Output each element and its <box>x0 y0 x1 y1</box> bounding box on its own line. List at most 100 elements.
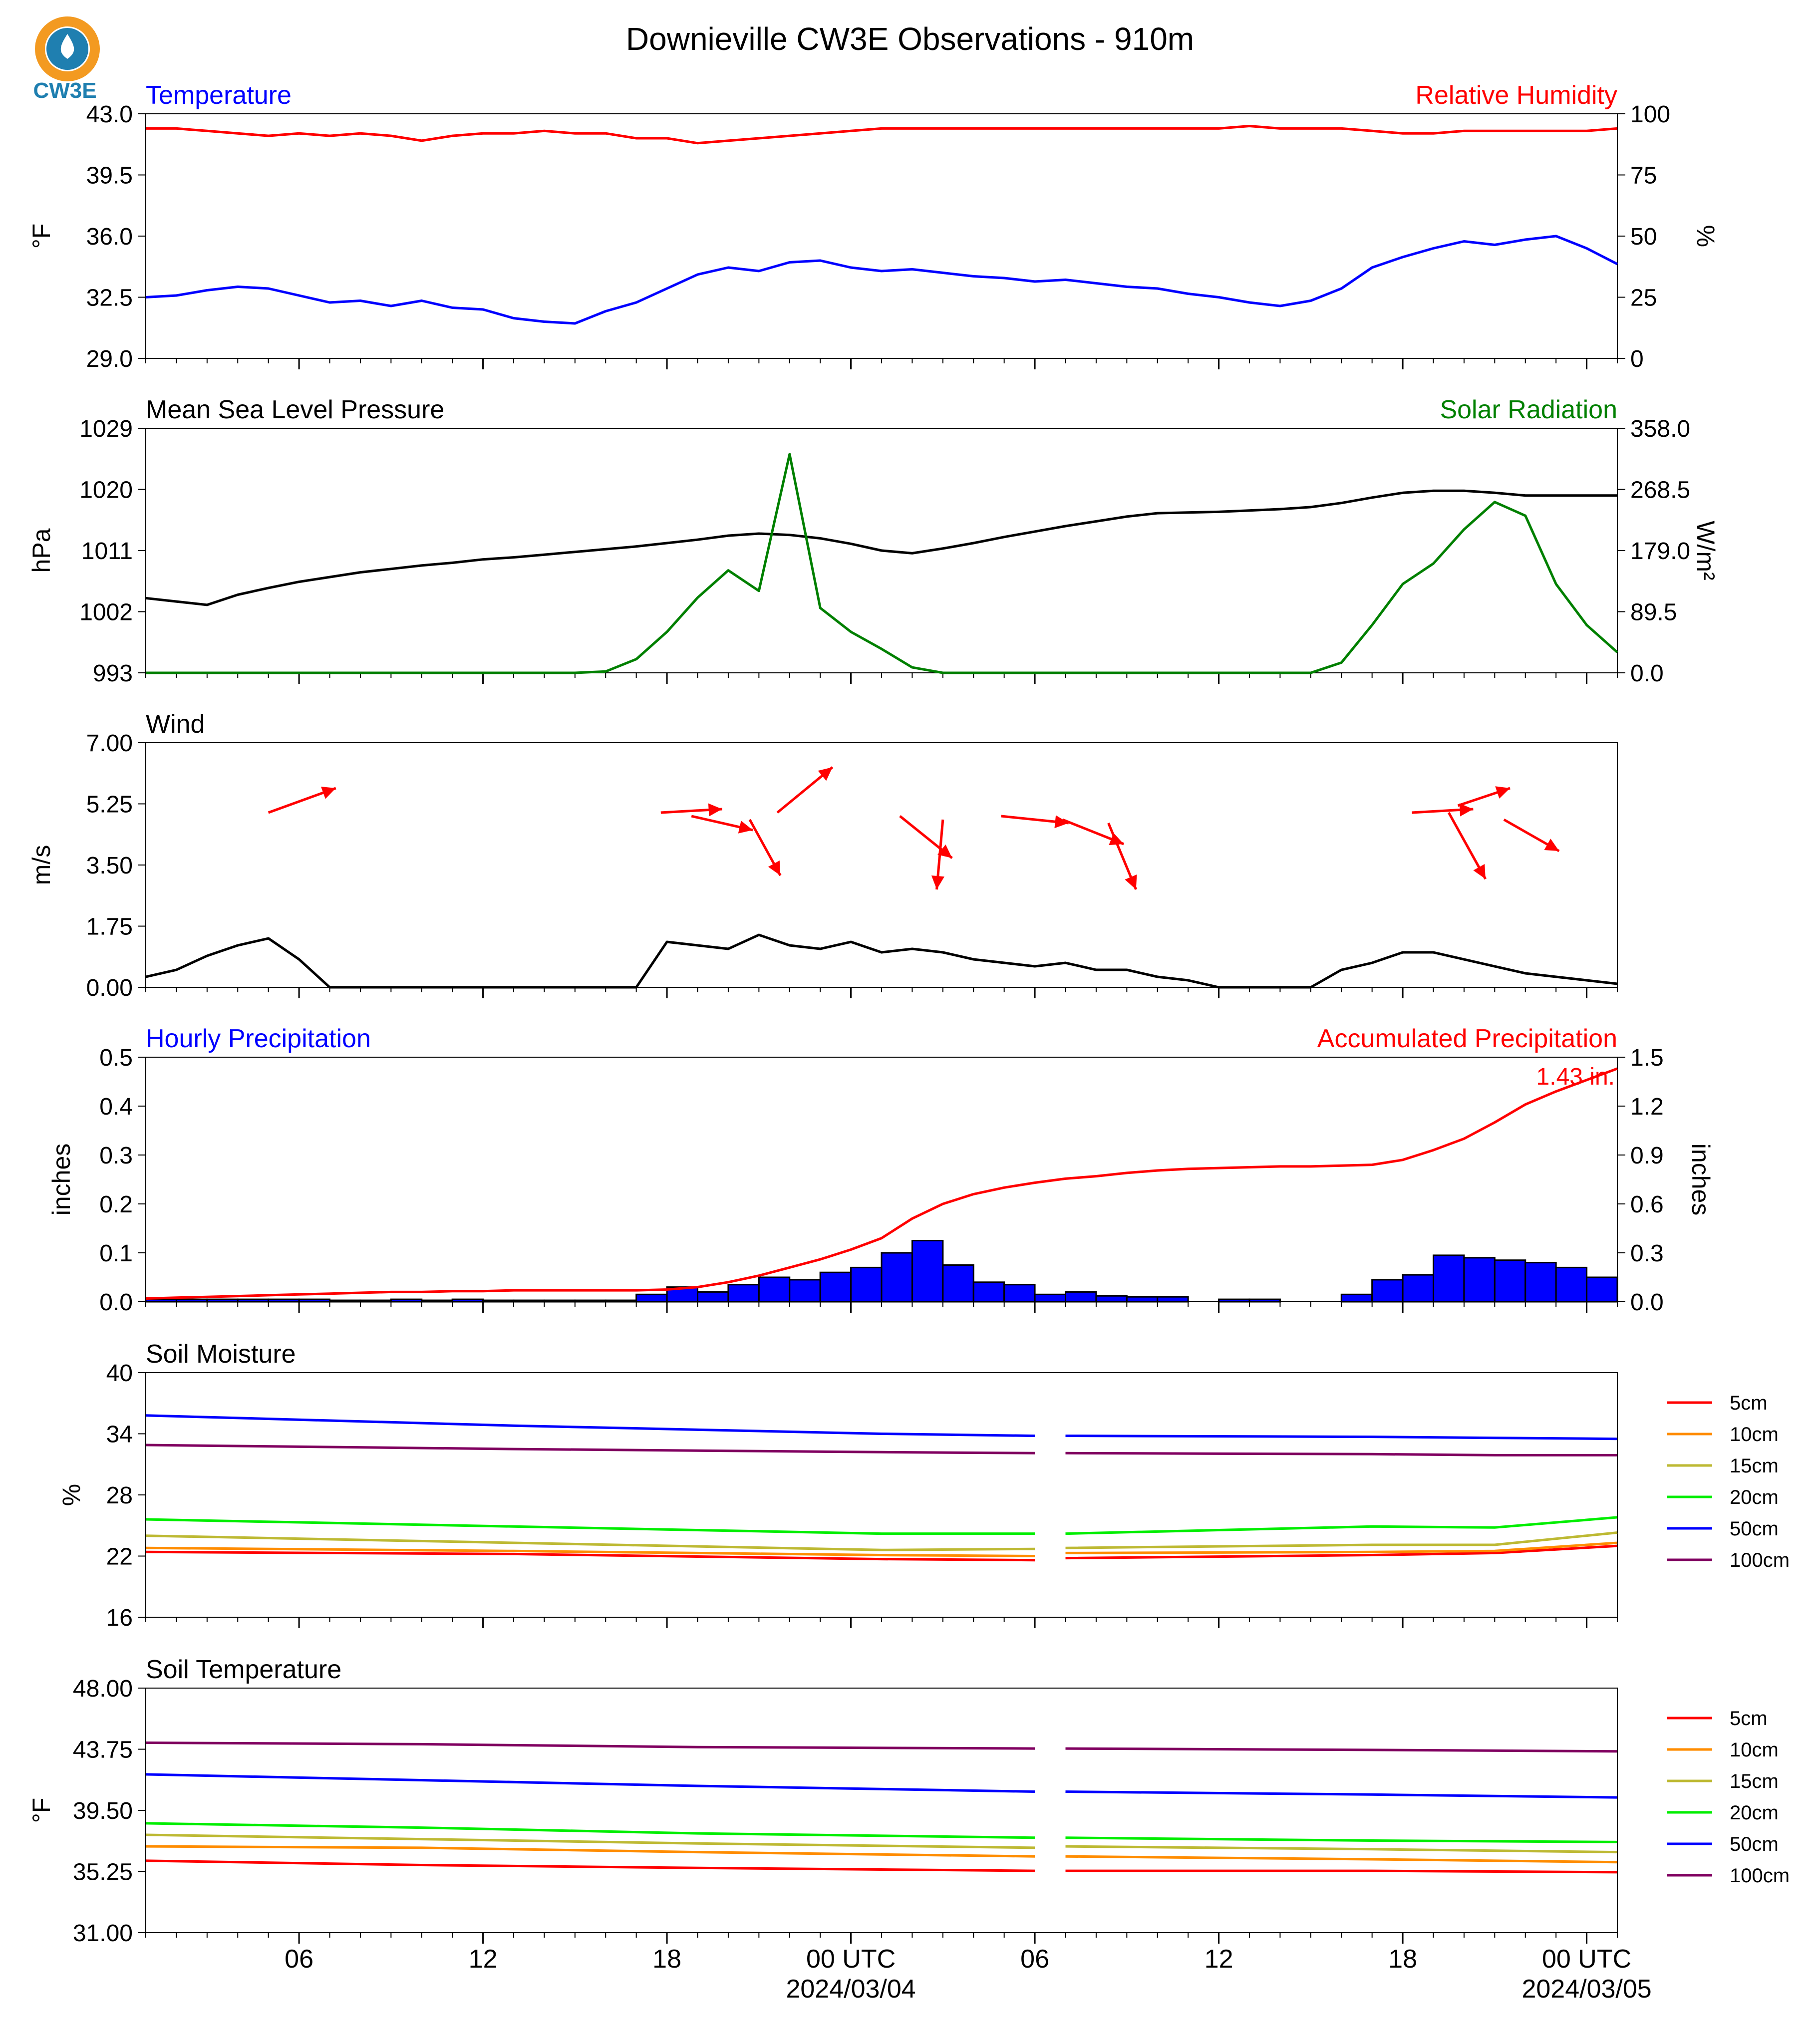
series-line-50cm <box>1065 1790 1618 1799</box>
series-line-wind <box>145 933 1618 989</box>
series-line-20cm <box>1065 1516 1618 1535</box>
panel-title-left: Soil Moisture <box>146 1340 296 1369</box>
precip-bar <box>175 1298 208 1303</box>
x-tick-label: 06 <box>1020 1945 1049 1974</box>
precip-bar <box>1586 1276 1618 1303</box>
y-tick-label-left: 40 <box>106 1360 133 1387</box>
y-tick-label-left: 1002 <box>79 599 133 626</box>
precip-bar <box>543 1299 576 1303</box>
y-tick-label-right: 1.2 <box>1630 1094 1664 1120</box>
precip-bar <box>881 1252 913 1303</box>
x-tick-label: 00 UTC <box>1542 1945 1631 1974</box>
series-line-temperature <box>145 235 1618 325</box>
y-tick-label-left: 36.0 <box>86 224 133 250</box>
series-line-15cm <box>1065 1531 1618 1549</box>
panel-frame <box>145 1688 1618 1933</box>
y-tick-label-right: 0 <box>1630 346 1644 372</box>
y-tick-label-left: 31.00 <box>73 1920 133 1947</box>
y-tick-label-left: 35.25 <box>73 1859 133 1886</box>
precip-bar <box>605 1299 637 1303</box>
y-tick-label-left: 28 <box>106 1482 133 1509</box>
precip-bar <box>513 1299 545 1303</box>
panel-2: Mean Sea Level Pressure Solar Radiation 10… <box>27 395 1720 687</box>
panel-6: Soil Temperature 48.00 43.75 39.50 35.25 31.0… <box>27 1655 1790 1947</box>
y-tick-label-right: 0.9 <box>1630 1143 1664 1169</box>
y-tick-label-left: 39.5 <box>86 163 133 189</box>
y-tick-label-right: 75 <box>1630 163 1657 189</box>
y-tick-label-right: 25 <box>1630 285 1657 311</box>
y-axis-label-left: % <box>57 1484 85 1506</box>
wind-arrow-head <box>1544 839 1559 851</box>
legend-label: 50cm <box>1730 1518 1779 1540</box>
y-tick-label-left: 1020 <box>79 477 133 504</box>
precip-bar <box>237 1298 270 1303</box>
precip-bar <box>697 1291 729 1303</box>
series-line-100cm <box>145 1444 1035 1454</box>
precip-bar <box>1371 1279 1404 1303</box>
y-tick-label-right: 0.3 <box>1630 1240 1664 1267</box>
precip-bar <box>359 1299 392 1303</box>
y-axis-label-right: % <box>1692 225 1720 247</box>
precip-bar <box>329 1299 361 1303</box>
y-axis-label-left: °F <box>27 224 55 249</box>
x-tick-label: 06 <box>285 1945 313 1974</box>
precip-bar <box>1248 1298 1281 1303</box>
panel-1: Temperature Relative Humidity 43.0 39.5 36.0… <box>27 81 1720 372</box>
panel-title-left: Hourly Precipitation <box>146 1024 371 1053</box>
legend-label: 15cm <box>1730 1455 1779 1477</box>
series-line-mean-sea-level-pressure <box>145 489 1617 606</box>
y-axis-label-left: inches <box>47 1144 75 1216</box>
series-line-50cm <box>145 1414 1035 1438</box>
precip-bar <box>390 1298 423 1303</box>
y-tick-label-right: 0.0 <box>1630 660 1664 687</box>
precip-bar <box>268 1298 300 1303</box>
y-tick-label-left: 43.0 <box>86 101 133 128</box>
precip-bar <box>1126 1296 1159 1303</box>
precip-bar <box>1157 1296 1189 1303</box>
y-tick-label-right: 358.0 <box>1630 416 1690 442</box>
precip-bar <box>1034 1293 1066 1303</box>
precip-bar <box>145 1298 177 1303</box>
legend-label: 20cm <box>1730 1486 1779 1508</box>
x-date-label: 2024/03/05 <box>1521 1975 1651 2004</box>
y-tick-label-right: 268.5 <box>1630 477 1690 504</box>
x-tick-label: 12 <box>1205 1945 1233 1974</box>
precip-bar <box>911 1240 944 1303</box>
wind-arrow-head <box>1459 803 1474 817</box>
panel-3: Wind 7.00 5.25 3.50 1.75 0.00 m/s <box>27 710 1618 1001</box>
y-tick-label-left: 0.2 <box>99 1191 133 1218</box>
legend-label: 15cm <box>1730 1770 1779 1792</box>
figure-title: Downieville CW3E Observations - 910m <box>626 21 1194 57</box>
legend-label: 10cm <box>1730 1739 1779 1761</box>
precip-bar <box>298 1298 330 1303</box>
legend-label: 10cm <box>1730 1424 1779 1446</box>
y-tick-label-right: 50 <box>1630 224 1657 250</box>
panel-frame <box>145 1372 1618 1618</box>
y-tick-label-left: 5.25 <box>86 792 133 818</box>
series-line-5cm <box>145 1550 1035 1562</box>
wind-arrow-head <box>320 786 336 799</box>
wind-arrow-head <box>1054 815 1069 829</box>
y-tick-label-left: 1011 <box>81 538 133 565</box>
y-tick-label-left: 1.75 <box>86 914 133 940</box>
x-date-label: 2024/03/04 <box>786 1975 915 2004</box>
precip-bar <box>1463 1257 1496 1303</box>
panel-title-left: Mean Sea Level Pressure <box>146 395 444 424</box>
panels: Temperature Relative Humidity 43.0 39.5 36.0… <box>27 81 1790 1947</box>
panel-title-right: Solar Radiation <box>1440 395 1617 424</box>
precip-bar <box>758 1276 791 1303</box>
precip-bar <box>1555 1266 1588 1303</box>
wind-arrow-head <box>1473 864 1486 879</box>
accumulation-annotation: 1.43 in. <box>1536 1064 1615 1090</box>
y-tick-label-left: 993 <box>93 660 133 687</box>
x-tick-label: 18 <box>652 1945 681 1974</box>
y-tick-label-right: 100 <box>1630 101 1670 128</box>
y-tick-label-left: 34 <box>106 1422 133 1448</box>
x-tick-label: 00 UTC <box>806 1945 896 1974</box>
series-line-20cm <box>1065 1836 1618 1843</box>
precip-bar <box>1494 1259 1526 1303</box>
series-line-5cm <box>1065 1544 1618 1560</box>
legend-label: 5cm <box>1730 1708 1768 1730</box>
panel-frame <box>145 113 1618 359</box>
